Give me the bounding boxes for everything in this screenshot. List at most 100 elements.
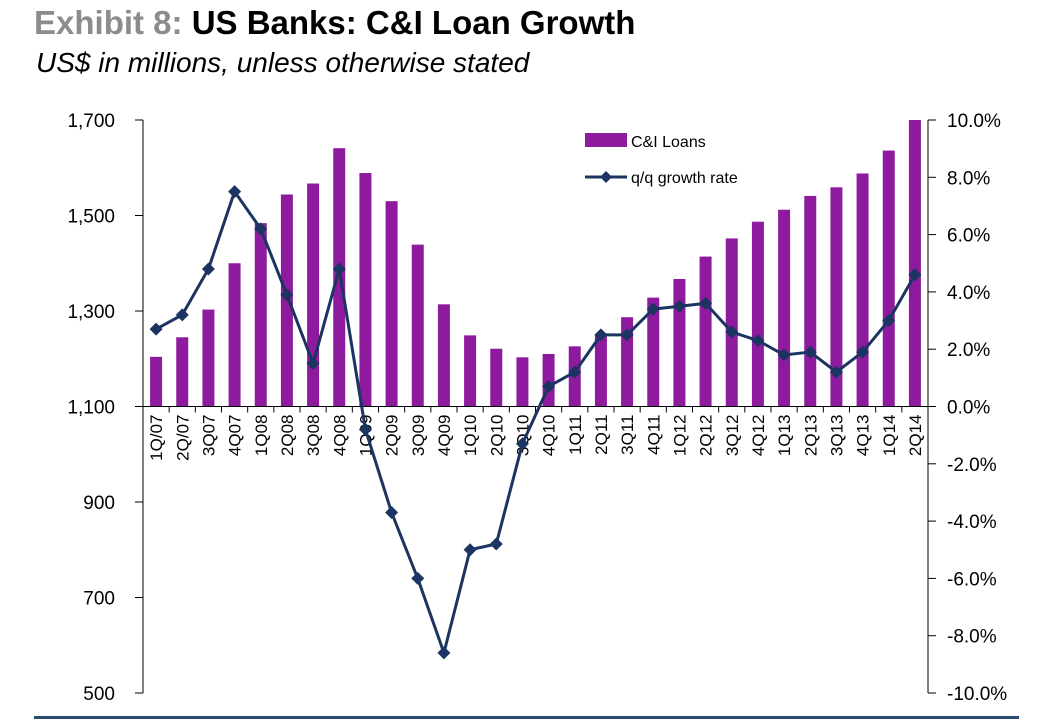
growth-point-3Q09 [411,571,425,585]
bar-4Q09 [437,304,450,407]
category-label: 2Q/07 [173,415,192,461]
exhibit-label: Exhibit 8: [34,4,183,41]
category-label: 4Q07 [226,415,245,457]
growth-point-1Q09 [358,422,372,436]
category-label: 3Q10 [513,415,532,457]
category-label: 4Q08 [330,415,349,457]
growth-point-2Q09 [385,506,399,520]
left-tick-label: 1,100 [67,398,115,419]
bar-1Q14 [882,150,895,407]
growth-point-1Q/07 [149,322,163,336]
category-label: 2Q14 [906,415,925,457]
category-label: 2Q10 [487,415,506,457]
bar-3Q07 [202,309,215,407]
bar-1Q13 [778,209,791,407]
right-tick-label: 0.0% [947,398,990,419]
bar-1Q/07 [150,356,163,407]
category-label: 3Q11 [618,415,637,455]
bar-3Q13 [830,187,843,407]
growth-point-1Q14 [882,314,896,328]
category-label: 1Q12 [670,415,689,457]
growth-point-2Q/07 [175,308,189,322]
left-tick-label: 900 [83,493,115,514]
category-label: 4Q12 [749,415,768,457]
bar-1Q12 [673,279,686,407]
bar-4Q13 [856,173,869,407]
growth-point-4Q08 [332,262,346,276]
category-label: 3Q09 [409,415,428,457]
category-label: 3Q07 [199,415,218,457]
right-tick-label: 10.0% [947,111,1001,132]
bar-1Q10 [464,335,477,407]
bar-3Q11 [621,317,634,407]
category-label: 3Q08 [304,415,323,457]
right-tick-label: -8.0% [947,627,997,648]
bar-3Q12 [725,238,738,407]
title-text: US Banks: C&I Loan Growth [191,4,636,41]
bar-4Q11 [647,297,660,407]
bar-4Q12 [751,221,764,407]
left-tick-label: 1,700 [67,111,115,132]
growth-point-4Q11 [646,302,660,316]
category-label: 4Q09 [435,415,454,457]
growth-point-1Q13 [777,348,791,362]
growth-point-4Q12 [751,334,765,348]
growth-point-4Q07 [228,185,242,199]
category-label: 2Q11 [592,415,611,455]
legend-bar-label: C&I Loans [631,134,706,151]
bar-4Q07 [228,263,241,407]
right-tick-label: -6.0% [947,569,997,590]
category-label: 3Q12 [723,415,742,457]
left-tick-label: 500 [83,684,115,705]
growth-point-2Q08 [280,288,294,302]
growth-point-2Q12 [699,296,713,310]
bar-2Q09 [385,201,398,407]
growth-point-2Q11 [594,328,608,342]
category-label: 1Q/07 [147,415,166,461]
left-tick-label: 1,300 [67,302,115,323]
bar-2Q13 [804,195,817,407]
category-label: 2Q12 [697,415,716,457]
left-tick-label: 700 [83,589,115,610]
category-label: 1Q08 [252,415,271,457]
growth-point-2Q14 [908,268,922,282]
growth-point-4Q13 [856,345,870,359]
category-label: 1Q10 [461,415,480,457]
right-tick-label: 4.0% [947,283,990,304]
bar-2Q14 [908,120,921,407]
chart-subtitle: US$ in millions, unless otherwise stated [36,47,530,78]
category-label: 4Q11 [644,415,663,455]
bottom-rule [34,716,1019,719]
right-tick-label: 2.0% [947,340,990,361]
growth-point-3Q11 [620,328,634,342]
bar-3Q09 [411,244,424,407]
bar-3Q10 [516,357,529,407]
right-tick-label: -2.0% [947,455,997,476]
right-tick-label: -4.0% [947,512,997,533]
growth-point-1Q10 [463,543,477,557]
left-tick-label: 1,500 [67,207,115,228]
bar-2Q12 [699,256,712,407]
bar-3Q08 [307,183,320,407]
category-label: 1Q11 [566,415,585,455]
right-tick-label: 6.0% [947,226,990,247]
growth-point-2Q10 [489,537,503,551]
growth-point-4Q09 [437,646,451,660]
growth-point-3Q08 [306,357,320,371]
growth-point-1Q08 [254,222,268,236]
growth-point-3Q07 [201,262,215,276]
chart-title: Exhibit 8: US Banks: C&I Loan Growth [34,2,635,44]
bar-1Q08 [254,223,267,407]
category-label: 4Q10 [540,415,559,457]
bar-1Q09 [359,173,372,407]
bar-2Q10 [490,348,503,407]
right-tick-label: -10.0% [947,684,1007,705]
growth-point-1Q11 [568,365,582,379]
bar-2Q/07 [176,337,189,407]
legend-line-marker [600,171,612,183]
category-label: 2Q08 [278,415,297,457]
legend-bar-swatch [585,133,627,147]
growth-point-2Q13 [803,345,817,359]
growth-point-4Q10 [542,379,556,393]
